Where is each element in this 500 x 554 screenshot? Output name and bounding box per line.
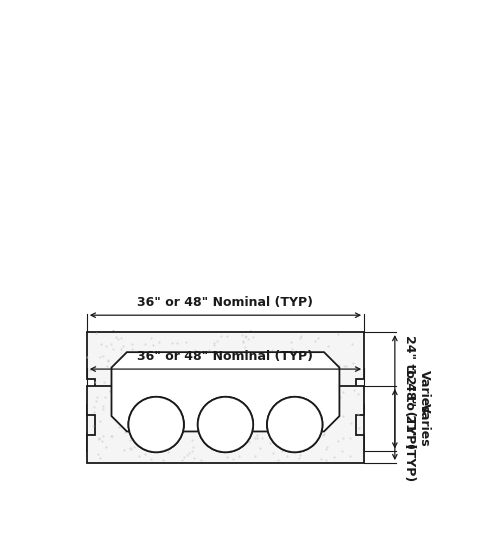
Text: 36" or 48" Nominal (TYP): 36" or 48" Nominal (TYP) (138, 296, 314, 309)
Polygon shape (87, 332, 364, 452)
Polygon shape (87, 386, 364, 463)
Circle shape (198, 397, 253, 452)
Text: Varies
24" to 48" (TYP): Varies 24" to 48" (TYP) (402, 335, 430, 449)
Text: 36" or 48" Nominal (TYP): 36" or 48" Nominal (TYP) (138, 350, 314, 363)
Text: Varies
12" to 21" (TYP): Varies 12" to 21" (TYP) (402, 367, 430, 481)
Circle shape (267, 397, 322, 452)
Circle shape (198, 397, 253, 452)
Circle shape (267, 397, 322, 452)
Polygon shape (112, 352, 340, 432)
Circle shape (128, 397, 184, 452)
Circle shape (128, 397, 184, 452)
